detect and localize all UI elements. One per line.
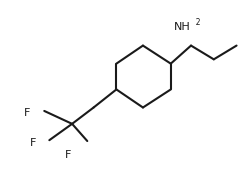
Text: 2: 2 <box>190 18 200 27</box>
Text: F: F <box>23 108 30 118</box>
Text: NH: NH <box>174 22 190 32</box>
Text: F: F <box>65 150 71 160</box>
Text: F: F <box>29 138 36 148</box>
